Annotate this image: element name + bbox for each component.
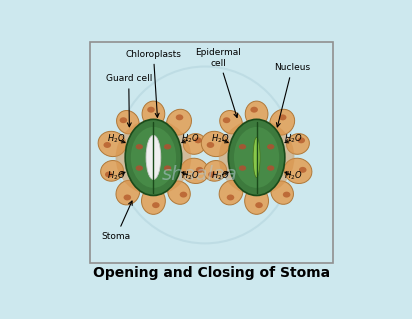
- Ellipse shape: [176, 115, 183, 120]
- Ellipse shape: [204, 160, 227, 181]
- Text: $H_2O$: $H_2O$: [181, 169, 199, 182]
- Ellipse shape: [201, 131, 229, 157]
- Text: shaalaa: shaalaa: [162, 165, 238, 184]
- Ellipse shape: [181, 158, 209, 183]
- Text: $H_2O$: $H_2O$: [108, 169, 126, 182]
- Ellipse shape: [284, 158, 312, 183]
- Ellipse shape: [267, 144, 274, 150]
- Text: Chloroplasts: Chloroplasts: [126, 50, 181, 117]
- Ellipse shape: [250, 107, 258, 113]
- Text: Opening and Closing of Stoma: Opening and Closing of Stoma: [93, 266, 330, 280]
- Text: $H_2O$: $H_2O$: [284, 169, 302, 182]
- Ellipse shape: [136, 165, 143, 171]
- Text: $H_2O$: $H_2O$: [108, 133, 126, 145]
- Text: $H_2O$: $H_2O$: [284, 133, 302, 145]
- Ellipse shape: [239, 165, 246, 171]
- Ellipse shape: [271, 181, 293, 204]
- Ellipse shape: [245, 188, 269, 214]
- Ellipse shape: [228, 119, 285, 196]
- Text: Guard cell: Guard cell: [105, 74, 152, 127]
- Ellipse shape: [168, 181, 190, 204]
- FancyBboxPatch shape: [89, 42, 333, 263]
- Ellipse shape: [119, 117, 127, 123]
- Ellipse shape: [146, 135, 161, 180]
- Ellipse shape: [164, 165, 171, 171]
- Ellipse shape: [142, 101, 165, 127]
- Ellipse shape: [227, 195, 234, 200]
- Ellipse shape: [299, 167, 307, 173]
- Ellipse shape: [105, 172, 112, 177]
- Ellipse shape: [180, 192, 187, 197]
- Ellipse shape: [117, 110, 139, 134]
- Text: $H_2O$: $H_2O$: [181, 133, 199, 145]
- Ellipse shape: [103, 142, 111, 148]
- Text: $H_2O$: $H_2O$: [211, 169, 229, 182]
- Ellipse shape: [152, 202, 159, 208]
- Text: Stoma: Stoma: [102, 201, 132, 241]
- Text: Epidermal
cell: Epidermal cell: [196, 48, 241, 117]
- Text: Nucleus: Nucleus: [274, 63, 310, 127]
- Ellipse shape: [101, 160, 124, 181]
- Ellipse shape: [239, 144, 246, 150]
- Ellipse shape: [183, 134, 206, 154]
- Ellipse shape: [194, 137, 202, 143]
- Ellipse shape: [207, 142, 214, 148]
- Ellipse shape: [223, 117, 230, 123]
- Ellipse shape: [245, 101, 268, 127]
- Ellipse shape: [253, 137, 260, 178]
- Ellipse shape: [219, 180, 243, 205]
- Ellipse shape: [287, 134, 309, 154]
- Ellipse shape: [208, 172, 216, 177]
- Ellipse shape: [279, 115, 286, 120]
- Ellipse shape: [125, 119, 182, 196]
- Ellipse shape: [267, 165, 274, 171]
- Circle shape: [116, 120, 191, 195]
- Ellipse shape: [283, 192, 290, 197]
- Ellipse shape: [297, 137, 305, 143]
- Ellipse shape: [255, 202, 263, 208]
- Ellipse shape: [196, 167, 204, 173]
- Ellipse shape: [141, 188, 165, 214]
- Ellipse shape: [98, 131, 126, 157]
- Ellipse shape: [131, 127, 176, 188]
- Text: $H_2O$: $H_2O$: [211, 133, 229, 145]
- Ellipse shape: [116, 180, 140, 205]
- Ellipse shape: [136, 144, 143, 150]
- Ellipse shape: [164, 144, 171, 150]
- Ellipse shape: [234, 127, 279, 188]
- Ellipse shape: [166, 109, 192, 135]
- Ellipse shape: [220, 110, 242, 134]
- Ellipse shape: [124, 195, 131, 200]
- Ellipse shape: [147, 107, 155, 113]
- Ellipse shape: [270, 109, 295, 135]
- Circle shape: [219, 120, 295, 195]
